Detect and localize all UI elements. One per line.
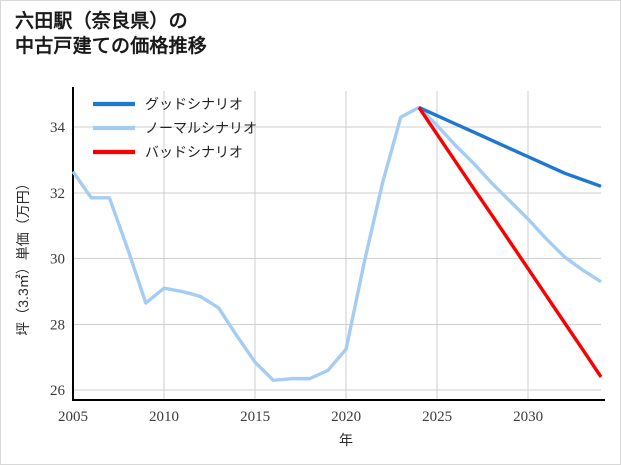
x-tick-label: 2015 xyxy=(240,409,270,425)
x-tick-label: 2030 xyxy=(513,409,543,425)
legend-label-good[interactable]: グッドシナリオ xyxy=(145,96,243,112)
y-tick-label: 34 xyxy=(50,120,66,136)
data-series xyxy=(71,105,603,382)
x-tick-label: 2020 xyxy=(331,409,361,425)
series-line-バッドシナリオ xyxy=(417,106,603,378)
y-axis-title: 坪（3.3㎡）単価（万円） xyxy=(15,176,31,335)
y-axis-tick-labels: 26 28 30 32 34 xyxy=(50,120,66,399)
y-tick-label: 28 xyxy=(50,317,65,333)
legend-label-normal[interactable]: ノーマルシナリオ xyxy=(145,120,257,136)
y-tick-label: 26 xyxy=(50,383,66,399)
x-tick-label: 2025 xyxy=(422,409,452,425)
axis-lines xyxy=(71,87,605,402)
gridlines xyxy=(72,91,601,400)
x-tick-label: 2010 xyxy=(149,409,179,425)
series-line-ノーマルシナリオ xyxy=(71,105,602,382)
x-axis-title: 年 xyxy=(339,432,353,448)
page-title: 六田駅（奈良県）の 中古戸建ての価格推移 xyxy=(15,11,208,57)
x-tick-label: 2005 xyxy=(58,409,88,425)
y-tick-label: 30 xyxy=(50,252,65,268)
legend-label-bad[interactable]: バッドシナリオ xyxy=(145,144,243,160)
y-tick-label: 32 xyxy=(50,186,65,202)
series-line-グッドシナリオ xyxy=(418,105,602,188)
x-axis-tick-labels: 2005 2010 2015 2020 2025 2030 xyxy=(58,409,543,425)
